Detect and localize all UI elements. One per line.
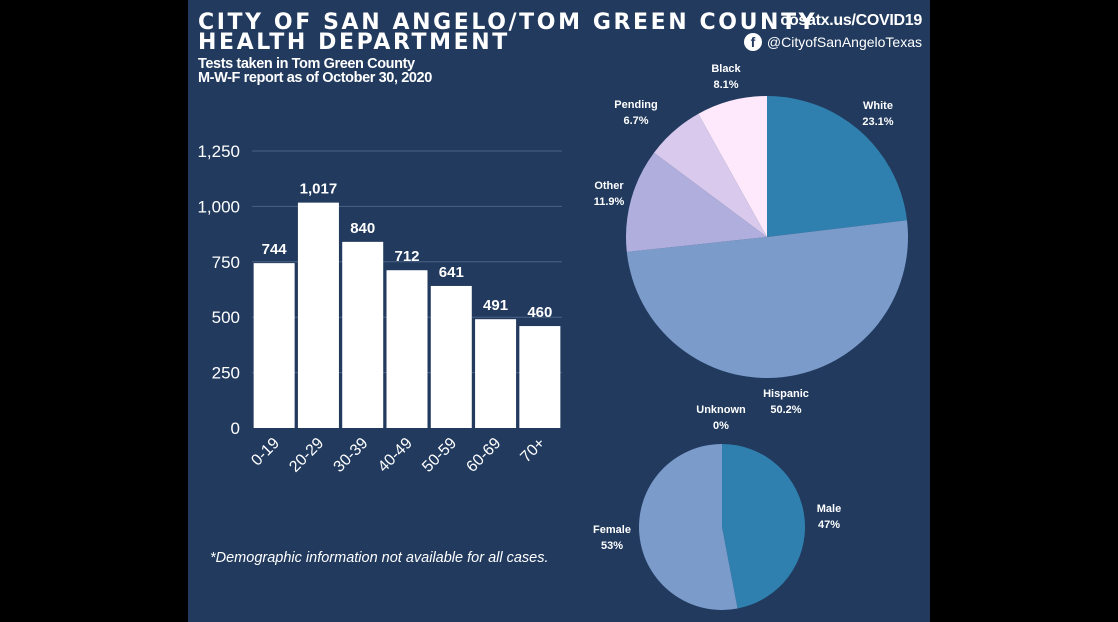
ethnicity-pie-label-name: Hispanic (763, 388, 809, 400)
bar-data-label: 460 (527, 304, 552, 321)
bar-50-59 (430, 285, 472, 428)
ethnicity-pie-label-value: 11.9% (594, 196, 625, 208)
y-tick-label: 1,250 (197, 142, 240, 161)
title-line-2: HEALTH DEPARTMENT (198, 30, 510, 55)
x-tick-label: 70+ (517, 435, 548, 466)
subtitle-line-2: M-W-F report as of October 30, 2020 (198, 70, 432, 86)
x-tick-label: 50-59 (419, 435, 460, 476)
gender-pie-label-value: 0% (713, 420, 729, 432)
gender-pie-label-value: 53% (601, 540, 623, 552)
subtitle-line-1: Tests taken in Tom Green County (198, 56, 415, 72)
bar-data-label: 1,017 (300, 181, 338, 198)
bar-data-label: 744 (262, 241, 288, 258)
facebook-handle-text: @CityofSanAngeloTexas (766, 34, 922, 50)
bar-60-69 (475, 319, 517, 428)
y-tick-label: 750 (212, 253, 240, 272)
ethnicity-pie-label-value: 6.7% (623, 115, 648, 127)
x-tick-label: 0-19 (248, 435, 283, 470)
facebook-icon: f (743, 33, 762, 51)
y-tick-label: 250 (212, 364, 240, 383)
bar-70+ (519, 326, 561, 428)
x-tick-label: 40-49 (375, 435, 416, 476)
gender-pie-label-name: Male (817, 503, 841, 515)
bar-0-19 (253, 263, 295, 428)
y-tick-label: 1,000 (197, 197, 240, 216)
ethnicity-pie-slice-pending (653, 113, 767, 237)
ethnicity-pie-slice-white (767, 96, 907, 237)
x-tick-label: 20-29 (286, 435, 327, 476)
bar-data-label: 712 (394, 248, 419, 265)
ethnicity-pie-label-value: 50.2% (770, 404, 801, 416)
y-tick-label: 500 (212, 308, 240, 327)
ethnicity-pie-label-value: 23.1% (862, 116, 893, 128)
bar-20-29 (297, 202, 339, 428)
bar-data-label: 641 (439, 264, 464, 281)
gender-pie-label-value: 47% (818, 519, 840, 531)
ethnicity-pie-label-name: Other (594, 180, 624, 192)
ethnicity-pie-label-name: Black (711, 63, 741, 75)
ethnicity-pie-slice-hispanic (626, 220, 909, 379)
bar-40-49 (386, 270, 428, 428)
gender-pie-slice-male (722, 444, 806, 609)
gender-pie-label-name: Female (593, 524, 631, 536)
gender-pie-slice-female (639, 444, 738, 610)
x-tick-label: 30-39 (331, 435, 372, 476)
footnote: *Demographic information not available f… (210, 550, 549, 566)
title-line-1: CITY OF SAN ANGELO/TOM GREEN COUNTY (198, 10, 818, 35)
bar-data-label: 840 (350, 220, 375, 237)
ethnicity-pie-label-name: White (863, 100, 893, 112)
ethnicity-pie-slice-black (698, 96, 767, 237)
website-url: cosatx.us/COVID19 (780, 12, 922, 29)
bar-data-label: 491 (483, 297, 508, 314)
x-tick-label: 60-69 (463, 435, 504, 476)
ethnicity-pie-slice-other (626, 152, 767, 253)
y-tick-label: 0 (231, 419, 240, 438)
facebook-handle: f @CityofSanAngeloTexas (743, 33, 922, 51)
gender-pie-label-name: Unknown (696, 404, 746, 416)
ethnicity-pie-label-value: 8.1% (713, 79, 738, 91)
ethnicity-pie-label-name: Pending (614, 99, 657, 111)
bar-30-39 (342, 241, 384, 428)
